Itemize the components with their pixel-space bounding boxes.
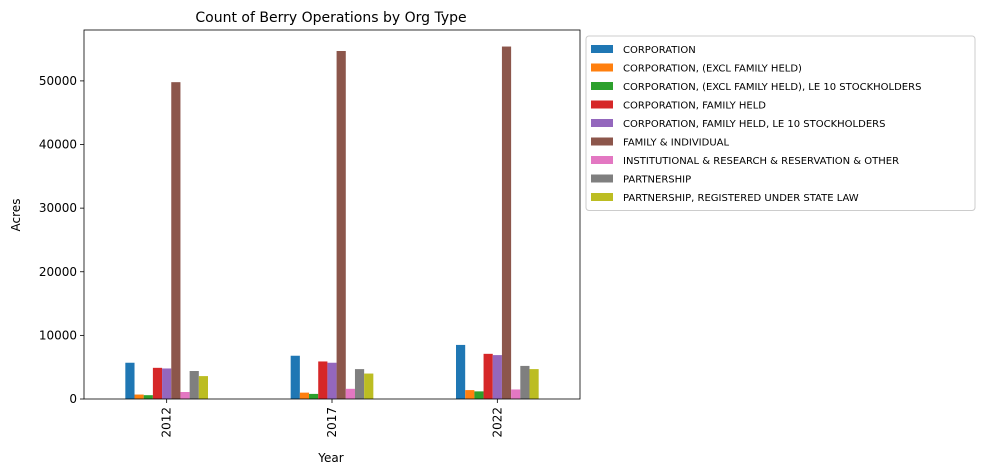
legend-swatch (591, 174, 613, 183)
legend-label: CORPORATION (623, 45, 696, 56)
bar (189, 371, 199, 399)
legend-label: INSTITUTIONAL & RESEARCH & RESERVATION &… (623, 156, 899, 167)
bar (152, 367, 163, 399)
legend-label: CORPORATION, (EXCL FAMILY HELD) (623, 64, 802, 75)
bar (345, 388, 355, 399)
y-tick-label: 20000 (39, 265, 77, 279)
x-tick-label: 2022 (490, 407, 504, 438)
bar (318, 361, 328, 399)
bar (171, 82, 181, 400)
legend-swatch (591, 45, 613, 53)
legend-label: PARTNERSHIP (623, 175, 691, 186)
y-tick-label: 50000 (39, 74, 77, 88)
legend-label: FAMILY & INDIVIDUAL (623, 138, 729, 149)
bar (465, 390, 475, 399)
bar (290, 355, 300, 399)
bar (327, 362, 337, 399)
legend-swatch (591, 63, 613, 72)
bar (198, 376, 208, 399)
bar (529, 369, 539, 399)
legend-swatch (591, 156, 613, 164)
legend-label: CORPORATION, FAMILY HELD, LE 10 STOCKHOL… (623, 119, 885, 130)
legend-swatch (591, 82, 613, 90)
legend-frame (585, 35, 976, 211)
y-tick-label: 0 (69, 392, 77, 406)
bar (125, 362, 135, 399)
bar (483, 353, 493, 399)
bar (309, 393, 319, 399)
bar (143, 395, 153, 399)
chart-title: Count of Berry Operations by Org Type (195, 10, 466, 26)
x-tick-label: 2012 (160, 407, 174, 438)
legend: CORPORATION CORPORATION, (EXCL FAMILY HEL… (585, 35, 976, 211)
y-tick-label: 30000 (39, 201, 77, 215)
legend-swatch (591, 119, 613, 127)
legend-label: CORPORATION, (EXCL FAMILY HELD), LE 10 S… (623, 82, 921, 93)
bar (134, 394, 144, 399)
plot-area: 0 10000 20000 30000 40000 50000 2012 2017 2022 (39, 29, 581, 438)
bar (364, 373, 374, 399)
bar (520, 365, 530, 399)
bar (299, 392, 310, 399)
bar (180, 392, 190, 399)
bar (501, 46, 512, 399)
bar (492, 355, 502, 399)
bar (336, 50, 346, 400)
x-tick-label: 2017 (325, 407, 339, 438)
y-tick-label: 40000 (39, 138, 77, 152)
bar (511, 389, 521, 399)
legend-label: PARTNERSHIP, REGISTERED UNDER STATE LAW (623, 193, 859, 204)
bar (162, 368, 172, 399)
bar (474, 391, 484, 399)
legend-label: CORPORATION, FAMILY HELD (623, 101, 766, 112)
x-axis-label: Year (317, 451, 343, 465)
y-tick-label: 10000 (39, 328, 77, 342)
legend-swatch (591, 100, 613, 109)
legend-swatch (591, 137, 613, 146)
y-axis-label: Acres (9, 199, 23, 232)
legend-swatch (591, 193, 613, 201)
bar (354, 369, 365, 399)
bar (456, 344, 466, 399)
